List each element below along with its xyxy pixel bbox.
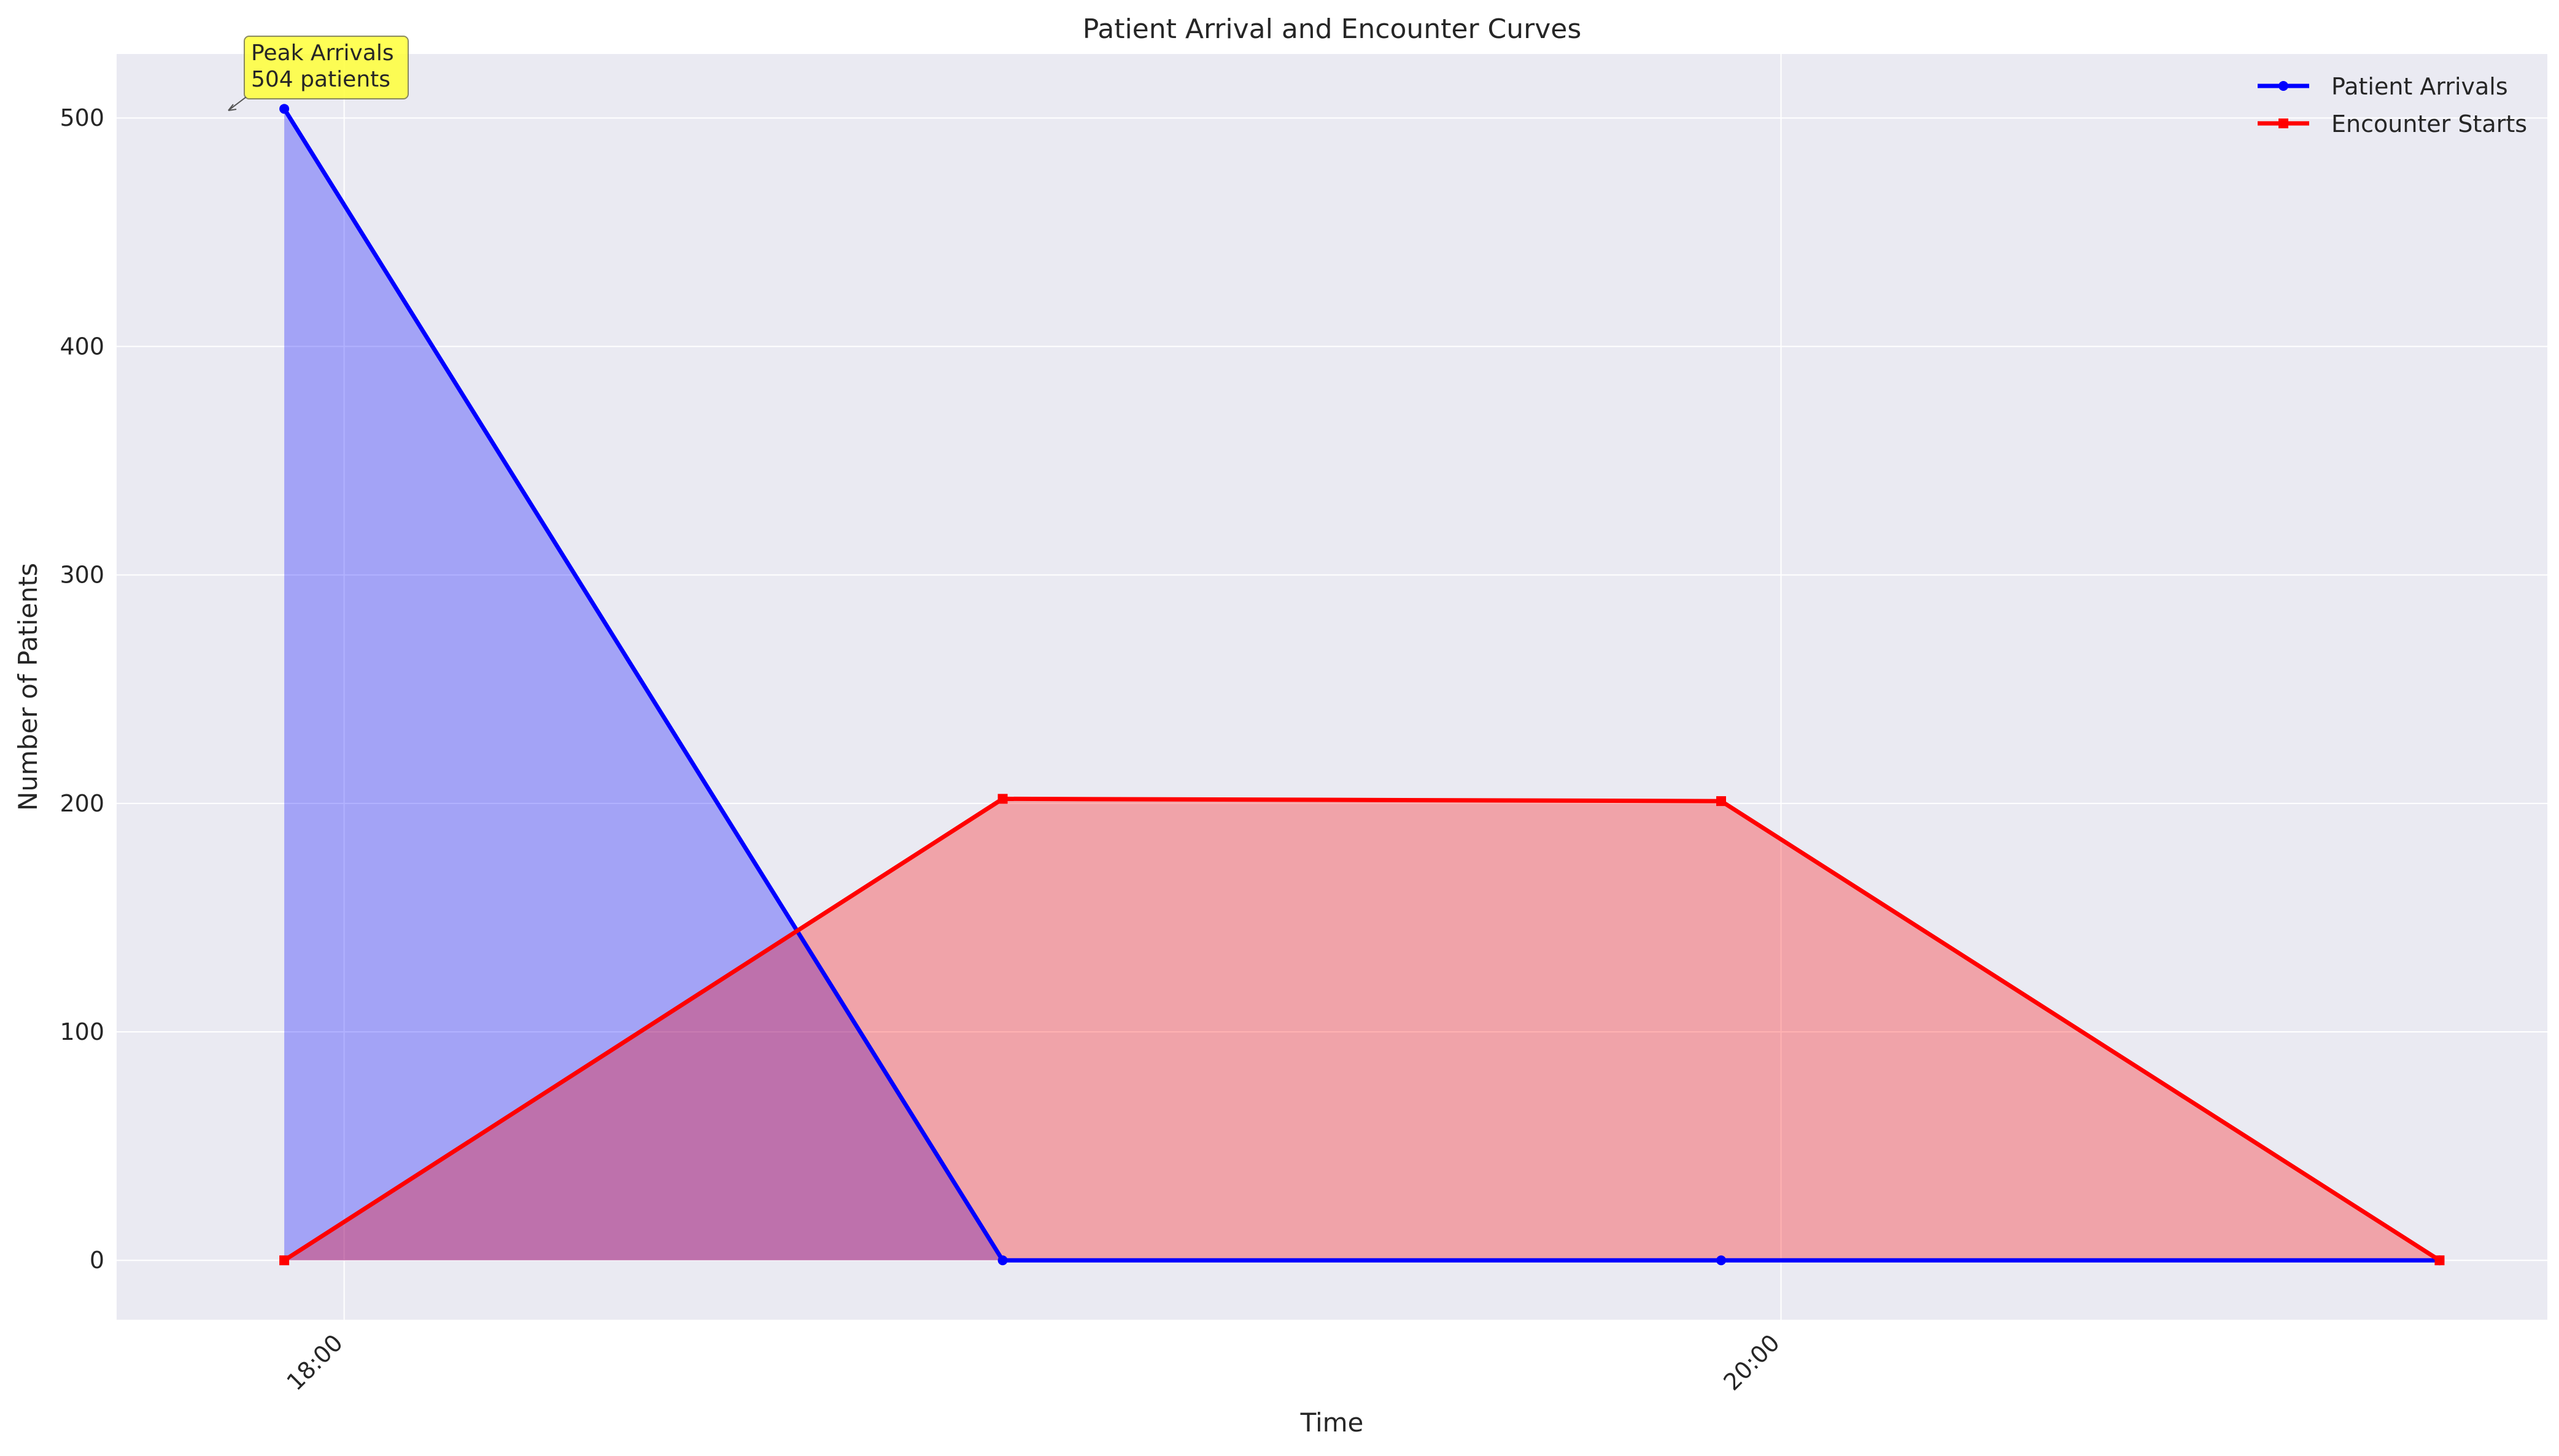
data-point-patient-arrivals <box>279 104 290 114</box>
y-tick-label: 400 <box>60 333 104 360</box>
data-point-encounter-starts <box>997 794 1008 804</box>
y-tick-label: 500 <box>60 104 104 131</box>
y-tick-label: 200 <box>60 790 104 817</box>
legend-marker-encounter-starts <box>2278 118 2288 128</box>
annotation-arrow <box>228 96 247 111</box>
y-axis-label: Number of Patients <box>13 563 43 811</box>
y-tick-label: 300 <box>60 562 104 589</box>
annotation-arrowhead <box>228 104 237 111</box>
legend-marker-patient-arrivals <box>2278 81 2288 91</box>
y-tick-label: 100 <box>60 1018 104 1045</box>
annotation-line-2: 504 patients <box>251 67 390 92</box>
data-point-patient-arrivals <box>1716 1255 1726 1266</box>
peak-annotation: Peak Arrivals 504 patients <box>228 36 409 111</box>
annotation-box <box>244 36 409 99</box>
data-point-encounter-starts <box>1716 796 1726 807</box>
legend: Patient Arrivals Encounter Starts <box>2258 73 2527 137</box>
grid-layer <box>117 54 2547 1320</box>
legend-label-patient-arrivals: Patient Arrivals <box>2331 73 2508 100</box>
x-axis-label: Time <box>1300 1408 1364 1438</box>
marker-layer <box>279 104 2445 1266</box>
annotation-line-1: Peak Arrivals <box>251 41 394 66</box>
chart-title: Patient Arrival and Encounter Curves <box>1083 14 1582 45</box>
series-line-encounter-starts <box>283 796 2441 1263</box>
data-point-patient-arrivals <box>997 1255 1008 1266</box>
data-point-encounter-starts <box>2434 1255 2445 1266</box>
legend-label-encounter-starts: Encounter Starts <box>2331 110 2527 137</box>
series-line-patient-arrivals <box>282 107 2440 1263</box>
line-layer <box>282 107 2441 1263</box>
data-point-encounter-starts <box>279 1255 290 1266</box>
y-tick-label: 0 <box>90 1247 104 1274</box>
